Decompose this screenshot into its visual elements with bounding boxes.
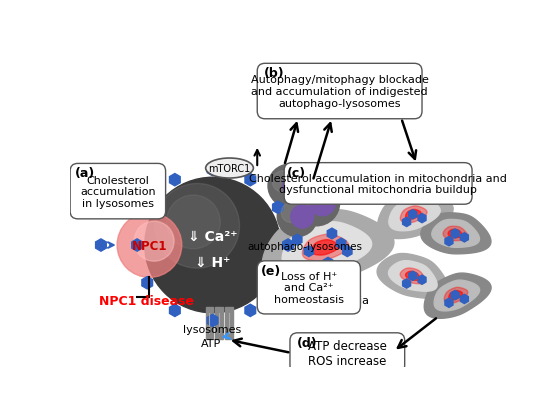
Polygon shape: [206, 307, 213, 339]
Polygon shape: [460, 233, 469, 242]
Polygon shape: [96, 239, 106, 252]
Polygon shape: [343, 246, 352, 257]
Polygon shape: [273, 277, 283, 289]
Polygon shape: [142, 277, 152, 289]
Circle shape: [155, 184, 240, 268]
Polygon shape: [445, 237, 453, 246]
Text: (d): (d): [298, 336, 318, 349]
Polygon shape: [312, 264, 321, 275]
Polygon shape: [142, 202, 152, 214]
Polygon shape: [304, 246, 314, 257]
Text: lysosomes: lysosomes: [184, 324, 241, 334]
Polygon shape: [169, 174, 180, 186]
Text: ATP decrease
ROS increase: ATP decrease ROS increase: [308, 339, 387, 367]
Polygon shape: [207, 315, 218, 327]
Polygon shape: [169, 304, 180, 317]
Polygon shape: [282, 222, 372, 273]
Polygon shape: [225, 307, 233, 339]
Text: Loss of H⁺
and Ca²⁺
homeostasis: Loss of H⁺ and Ca²⁺ homeostasis: [274, 271, 344, 304]
Circle shape: [134, 222, 174, 261]
Text: (b): (b): [264, 66, 285, 79]
Polygon shape: [207, 164, 218, 176]
Text: autophago-lysosomes: autophago-lysosomes: [248, 242, 362, 252]
Polygon shape: [409, 272, 417, 281]
Polygon shape: [418, 214, 426, 223]
Polygon shape: [302, 235, 349, 261]
Polygon shape: [424, 273, 491, 318]
FancyBboxPatch shape: [290, 333, 405, 373]
Text: (e): (e): [261, 265, 282, 278]
Polygon shape: [337, 239, 346, 249]
FancyBboxPatch shape: [257, 64, 422, 119]
Ellipse shape: [206, 159, 254, 178]
Circle shape: [167, 195, 221, 249]
Circle shape: [294, 180, 340, 226]
Circle shape: [272, 171, 294, 193]
Circle shape: [291, 206, 314, 228]
Polygon shape: [445, 299, 453, 308]
Circle shape: [309, 190, 336, 216]
Text: (a): (a): [75, 167, 95, 180]
Polygon shape: [262, 210, 394, 285]
Polygon shape: [405, 210, 421, 220]
Polygon shape: [449, 291, 463, 300]
Polygon shape: [444, 287, 468, 304]
Polygon shape: [378, 191, 453, 239]
Polygon shape: [409, 210, 417, 219]
Circle shape: [145, 178, 280, 313]
Text: Autophagy/mitophagy blockade
and accumulation of indigested
autophago-lysosomes: Autophagy/mitophagy blockade and accumul…: [251, 75, 428, 108]
Polygon shape: [432, 220, 480, 248]
Polygon shape: [405, 272, 420, 281]
Circle shape: [283, 174, 307, 199]
Text: ⇓ H⁺: ⇓ H⁺: [195, 255, 230, 269]
Polygon shape: [377, 254, 449, 299]
Polygon shape: [323, 258, 333, 268]
Text: NPC1 disease: NPC1 disease: [100, 294, 194, 307]
Polygon shape: [460, 294, 469, 304]
Polygon shape: [403, 279, 411, 288]
Polygon shape: [421, 213, 491, 254]
Polygon shape: [388, 261, 437, 292]
Circle shape: [281, 203, 301, 223]
FancyBboxPatch shape: [284, 163, 472, 205]
Polygon shape: [403, 218, 411, 227]
Circle shape: [268, 165, 311, 208]
Text: mitochondria: mitochondria: [295, 295, 369, 305]
Polygon shape: [132, 239, 142, 252]
Polygon shape: [293, 235, 302, 245]
Text: mTORC1: mTORC1: [208, 164, 251, 173]
Text: (c): (c): [287, 166, 306, 179]
Polygon shape: [400, 268, 426, 284]
Text: Cholesterol accumulation in mitochondria and
dysfunctional mitochondria buildup: Cholesterol accumulation in mitochondria…: [249, 173, 507, 195]
Polygon shape: [400, 206, 427, 223]
Polygon shape: [245, 304, 256, 317]
Polygon shape: [451, 229, 459, 239]
Text: ATP: ATP: [201, 338, 221, 348]
Polygon shape: [451, 291, 459, 300]
Text: Cholesterol
accumulation
in lysosomes: Cholesterol accumulation in lysosomes: [80, 175, 156, 208]
Polygon shape: [443, 227, 468, 241]
Text: ⇓ Ca²⁺: ⇓ Ca²⁺: [188, 229, 238, 243]
Polygon shape: [215, 307, 223, 339]
Polygon shape: [434, 280, 480, 311]
Polygon shape: [277, 235, 317, 256]
Polygon shape: [327, 228, 337, 239]
FancyBboxPatch shape: [70, 164, 166, 219]
Circle shape: [298, 187, 321, 210]
Circle shape: [277, 197, 317, 237]
Polygon shape: [312, 240, 338, 256]
Polygon shape: [273, 202, 283, 214]
Polygon shape: [448, 230, 463, 238]
Polygon shape: [283, 239, 293, 252]
Polygon shape: [389, 199, 440, 231]
Polygon shape: [245, 174, 256, 186]
FancyBboxPatch shape: [257, 261, 360, 314]
Text: NPC1: NPC1: [131, 239, 167, 252]
Circle shape: [117, 213, 182, 278]
Polygon shape: [418, 275, 426, 285]
